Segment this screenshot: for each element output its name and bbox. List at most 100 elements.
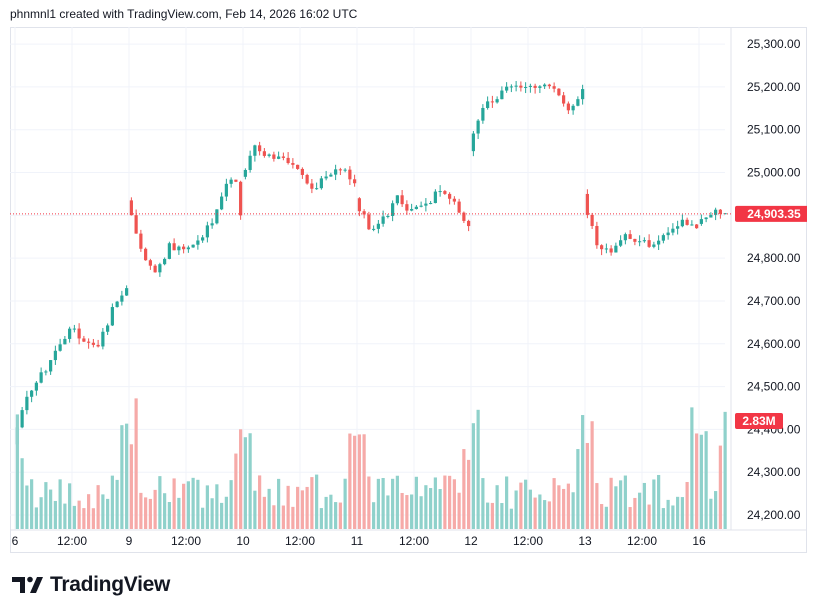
- volume-label: 2.83M: [742, 414, 775, 428]
- volume-bar: [543, 500, 547, 529]
- volume-bar: [224, 496, 228, 529]
- volume-bar: [163, 493, 167, 529]
- candle-body: [647, 240, 651, 247]
- volume-bar: [581, 415, 585, 529]
- candle-body: [481, 107, 485, 121]
- candle-body: [191, 244, 195, 248]
- candle-body: [524, 86, 528, 88]
- volume-bar: [566, 483, 570, 529]
- candle-body: [486, 101, 490, 108]
- candle-body: [638, 241, 642, 243]
- candle-body: [134, 215, 138, 234]
- candle-body: [334, 169, 338, 175]
- x-tick-label: 16: [692, 534, 706, 548]
- volume-bar: [220, 502, 224, 529]
- candle-body: [452, 198, 456, 202]
- candle-body: [571, 105, 575, 111]
- volume-bar: [191, 477, 195, 529]
- candle-body: [391, 203, 395, 216]
- volume-bar: [495, 485, 499, 529]
- candle-body: [376, 223, 380, 229]
- candle-body: [718, 209, 722, 214]
- candle-body: [623, 234, 627, 241]
- volume-bar: [243, 437, 247, 529]
- candle-body: [557, 88, 561, 96]
- candle-body: [395, 195, 399, 204]
- volume-bar: [462, 449, 466, 529]
- volume-bar: [571, 492, 575, 529]
- candlestick-chart[interactable]: 25,300.00 25,200.00 25,100.00 25,000.00 24,9…: [10, 27, 807, 553]
- candle-body: [158, 264, 162, 273]
- volume-bar: [414, 476, 418, 529]
- volume-bar: [258, 475, 262, 529]
- volume-bar: [253, 490, 257, 529]
- candle-body: [367, 214, 371, 230]
- candle-body: [690, 224, 694, 226]
- volume-bar: [699, 434, 703, 529]
- volume-bar: [338, 502, 342, 529]
- candle-body: [167, 243, 171, 259]
- candle-body: [671, 228, 675, 233]
- y-tick-label: 24,800.00: [747, 251, 801, 265]
- volume-bar: [505, 476, 509, 529]
- candle-body: [552, 86, 556, 89]
- candle-body: [695, 224, 699, 229]
- volume-bar: [91, 508, 95, 529]
- volume-bar: [87, 494, 91, 529]
- volume-bar: [500, 503, 504, 529]
- volume-bar: [476, 409, 480, 529]
- candle-body: [148, 260, 152, 266]
- volume-bar: [82, 508, 86, 529]
- candle-body: [110, 307, 114, 326]
- volume-bar: [372, 502, 376, 529]
- candle-body: [172, 243, 176, 251]
- chart-caption: phnmnl1 created with TradingView.com, Fe…: [10, 7, 358, 21]
- volume-bar: [614, 486, 618, 529]
- volume-bar: [642, 482, 646, 529]
- volume-bar: [129, 444, 133, 529]
- volume-bar: [139, 492, 143, 529]
- volume-bar: [381, 477, 385, 529]
- candle-body: [68, 328, 72, 339]
- volume-bar: [433, 477, 437, 529]
- candle-body: [129, 200, 133, 216]
- volume-bar: [410, 494, 414, 529]
- candle-body: [144, 248, 148, 261]
- candle-body: [177, 246, 181, 251]
- volume-bar: [210, 498, 214, 529]
- candle-body: [661, 235, 665, 241]
- volume-bar: [666, 499, 670, 529]
- candle-body: [433, 191, 437, 204]
- tradingview-logo[interactable]: TradingView: [12, 573, 170, 597]
- volume-bar: [324, 496, 328, 529]
- candle-body: [657, 240, 661, 245]
- candle-body: [253, 145, 257, 156]
- candle-body: [443, 191, 447, 194]
- candle-body: [182, 246, 186, 250]
- candle-body: [495, 99, 499, 103]
- candle-body: [362, 211, 366, 215]
- volume-bar: [547, 501, 551, 529]
- volume-bar: [115, 479, 119, 529]
- volume-bar: [172, 478, 176, 529]
- candle-body: [410, 209, 414, 211]
- volume-bar: [405, 495, 409, 529]
- volume-bar: [315, 474, 319, 529]
- volume-bar: [676, 496, 680, 529]
- volume-bar: [53, 500, 57, 529]
- volume-bar: [329, 494, 333, 529]
- candle-body: [324, 176, 328, 179]
- volume-bar: [533, 497, 537, 529]
- candle-body: [680, 219, 684, 227]
- candle-body: [220, 196, 224, 210]
- volume-bar: [376, 478, 380, 529]
- candle-body: [419, 205, 423, 207]
- volume-bar: [77, 500, 81, 529]
- volume-bar: [30, 479, 34, 529]
- y-tick-label: 25,200.00: [747, 80, 801, 94]
- candle-body: [652, 244, 656, 247]
- volume-bar: [514, 490, 518, 529]
- volume-bar: [248, 433, 252, 529]
- volume-bar: [353, 435, 357, 529]
- candle-body: [296, 164, 300, 169]
